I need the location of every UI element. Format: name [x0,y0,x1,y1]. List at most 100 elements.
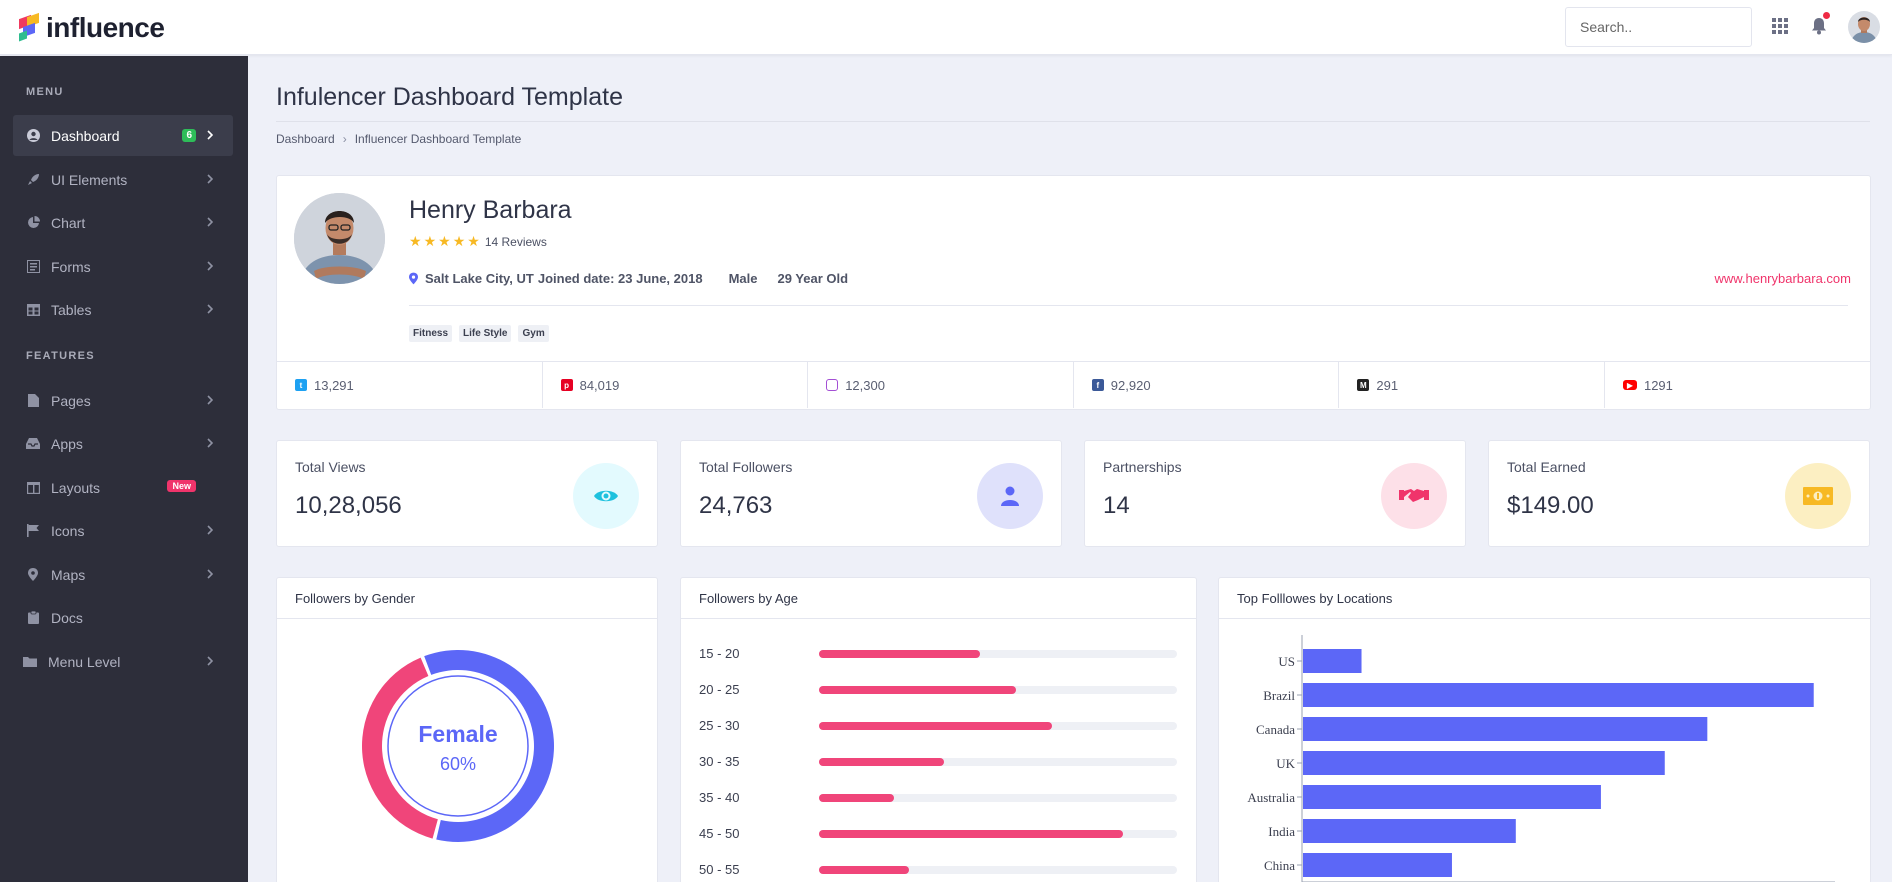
dashboard-count-badge: 6 [182,129,196,142]
breadcrumb: Dashboard › Influencer Dashboard Templat… [276,132,521,146]
money-bill-icon [1785,463,1851,529]
locations-bar-chart: US Brazil Canada UK Australia India China [1247,635,1835,882]
tag[interactable]: Life Style [459,325,512,342]
y-tick-label: India [1268,824,1295,839]
gender-donut-chart: Female 60% [362,650,554,842]
apps-grid-icon[interactable] [1772,18,1788,39]
location-bar[interactable] [1303,785,1601,809]
breadcrumb-current: Influencer Dashboard Template [354,132,522,146]
profile-card: Henry Barbara ★ ★ ★ ★ ★ 14 Reviews Salt … [276,175,1871,410]
handshake-icon [1381,463,1447,529]
location-bar[interactable] [1303,717,1708,741]
social-pinterest[interactable]: p 84,019 [543,362,809,408]
map-marker-icon [26,568,40,582]
sidebar-item-pages[interactable]: Pages [13,380,233,421]
stat-card-partnerships: Partnerships 14 [1084,440,1466,547]
sidebar-item-layouts[interactable]: Layouts New [13,467,233,508]
medium-icon: M [1357,379,1370,391]
sidebar-item-label: Pages [51,392,91,409]
sidebar-item-menu-level[interactable]: Menu Level [13,641,233,682]
social-instagram[interactable]: 12,300 [808,362,1074,408]
inbox-icon [26,437,40,451]
rocket-icon [26,173,40,187]
profile-name: Henry Barbara [409,196,572,224]
instagram-icon [826,379,839,391]
age-bar-track [819,650,1177,658]
social-twitter[interactable]: t 13,291 [277,362,543,408]
social-medium[interactable]: M 291 [1339,362,1605,408]
sidebar-item-forms[interactable]: Forms [13,246,233,287]
sidebar-item-icons[interactable]: Icons [13,510,233,551]
age-bar-row: 35 - 40 [699,790,1179,806]
location-bar[interactable] [1303,819,1516,843]
location-bar[interactable] [1303,751,1665,775]
sidebar-item-dashboard[interactable]: Dashboard 6 [13,115,233,156]
stat-card-total-followers: Total Followers 24,763 [680,440,1062,547]
stat-value: $149.00 [1507,492,1594,519]
social-facebook[interactable]: f 92,920 [1074,362,1340,408]
form-icon [26,260,40,274]
bell-icon[interactable] [1811,17,1827,40]
donut-slice-female[interactable] [424,650,554,842]
chevron-right-icon [207,174,213,184]
profile-joined: Joined date: 23 June, 2018 [537,271,703,286]
page-title: Infulencer Dashboard Template [276,83,623,111]
chevron-right-icon [207,525,213,535]
user-circle-icon [26,129,40,143]
profile-meta: Salt Lake City, UT Joined date: 23 June,… [409,271,848,286]
chevron-right-icon [207,217,213,227]
flag-icon [26,524,40,538]
sidebar-item-maps[interactable]: Maps [13,554,233,595]
age-bar-label: 50 - 55 [699,862,740,877]
location-bar[interactable] [1303,649,1362,673]
reviews-count: 14 Reviews [484,234,547,249]
social-youtube[interactable]: ▶ 1291 [1605,362,1871,408]
age-bar-fill [819,830,1124,838]
table-icon [26,303,40,317]
sidebar-item-label: Dashboard [51,127,120,144]
age-panel: Followers by Age 15 - 20 20 - 25 25 - 30 30… [680,577,1197,882]
age-bar-fill [819,722,1052,730]
star-icon: ★ [467,233,480,249]
profile-age: 29 Year Old [777,271,849,286]
brand[interactable]: influence [19,12,165,44]
sidebar-item-tables[interactable]: Tables [13,289,233,330]
chevron-right-icon [207,656,213,666]
sidebar-item-apps[interactable]: Apps [13,423,233,464]
twitter-icon: t [295,379,307,391]
tag[interactable]: Fitness [409,325,453,342]
user-avatar[interactable] [1848,11,1880,43]
y-tick-label: China [1264,858,1295,873]
sidebar-item-chart[interactable]: Chart [13,202,233,243]
sidebar-item-label: Apps [51,435,83,452]
profile-website-link[interactable]: www.henrybarbara.com [1714,271,1851,286]
tag[interactable]: Gym [518,325,549,342]
profile-avatar [294,193,385,284]
tag-list: Fitness Life Style Gym [409,325,556,342]
age-bar-track [819,830,1177,838]
stat-value: 24,763 [699,492,773,519]
age-bar-label: 30 - 35 [699,754,740,769]
sidebar-item-ui-elements[interactable]: UI Elements [13,159,233,200]
age-bar-track [819,794,1177,802]
sidebar-item-label: Layouts [51,479,101,496]
location-bar[interactable] [1303,683,1814,707]
social-count: 1291 [1643,377,1673,393]
age-bar-row: 25 - 30 [699,718,1179,734]
sidebar-item-label: Menu Level [48,653,121,670]
social-count: 92,920 [1110,377,1151,393]
breadcrumb-link-dashboard[interactable]: Dashboard [276,132,335,146]
age-bar-track [819,758,1177,766]
sidebar-item-docs[interactable]: Docs [13,597,233,638]
sidebar-item-label: Maps [51,566,86,583]
age-bar-label: 25 - 30 [699,718,740,733]
donut-slice-male[interactable] [362,657,438,839]
stat-label: Total Views [295,459,366,475]
stat-value: 10,28,056 [295,492,402,519]
search-input[interactable] [1565,7,1752,47]
youtube-icon: ▶ [1622,380,1637,390]
gender-panel: Followers by Gender Female 60% [276,577,658,882]
stat-label: Partnerships [1103,459,1182,475]
location-bar[interactable] [1303,853,1452,877]
age-bar-row: 45 - 50 [699,826,1179,842]
